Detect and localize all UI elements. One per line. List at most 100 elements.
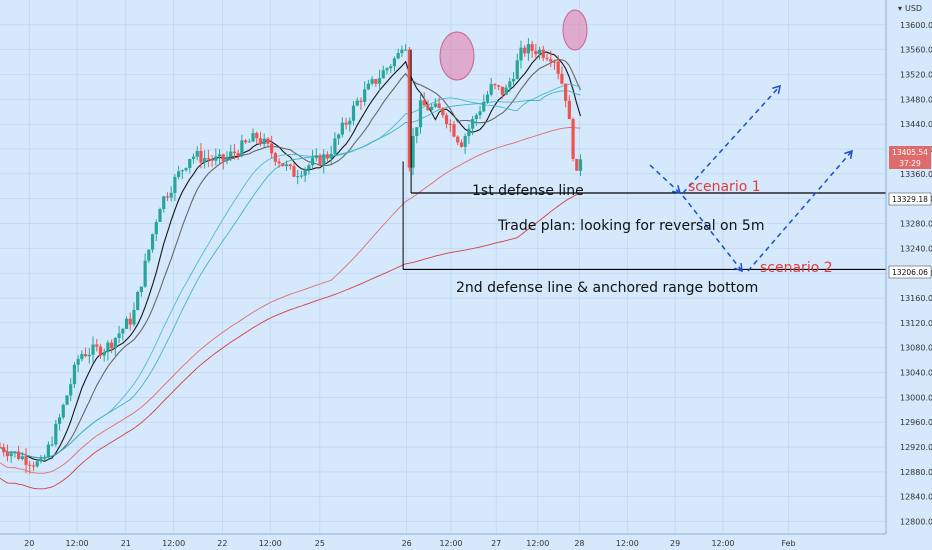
x-tick-label: 25 (315, 539, 325, 548)
candle-body (404, 49, 408, 51)
x-tick-label: 12:00 (616, 539, 639, 548)
candle-body (184, 168, 188, 171)
candle-body (493, 84, 497, 86)
candle-body (444, 115, 449, 125)
candle-body (277, 161, 281, 164)
candle-body (504, 87, 508, 95)
candle-body (17, 451, 21, 460)
candle-body (258, 138, 263, 144)
candle-body (80, 354, 84, 360)
candle-body (43, 457, 47, 459)
candle-body (500, 86, 504, 95)
candle-body (310, 157, 315, 166)
y-tick-label: 13160.00 (900, 294, 932, 303)
candle-body (571, 119, 575, 159)
candle-body (57, 417, 62, 424)
candle-body (76, 359, 80, 365)
candle-body (478, 111, 482, 116)
candle-body (39, 458, 43, 462)
annotation-scenario-2: scenario 2 (760, 260, 833, 276)
y-tick-label: 13040.00 (900, 369, 932, 378)
ma-line (0, 127, 581, 474)
candle-body (0, 447, 2, 449)
candle-body (392, 58, 397, 67)
candle-body (69, 384, 73, 396)
candle-body (61, 404, 65, 418)
candle-body (35, 461, 39, 467)
price-badge-text: 13206.06 (892, 268, 928, 277)
y-tick-label: 12880.00 (900, 468, 932, 477)
candle-body (303, 169, 307, 176)
candle-body (169, 192, 173, 198)
highlight-circle-1 (439, 31, 475, 81)
candle-body (411, 136, 415, 168)
candle-body (210, 159, 214, 161)
x-tick-label: 12:00 (439, 539, 462, 548)
y-tick-label: 12840.00 (900, 493, 932, 502)
candle-body (355, 100, 359, 106)
candle-body (28, 464, 32, 466)
y-tick-label: 13240.00 (900, 244, 932, 253)
candle-body (556, 61, 560, 74)
candle-body (5, 452, 10, 457)
candle-body (534, 50, 538, 55)
x-tick-label: 26 (402, 539, 412, 548)
candle-body (91, 344, 95, 355)
arrow-head-4 (844, 149, 853, 160)
x-tick-label: 12:00 (66, 539, 89, 548)
x-axis-panel[interactable] (0, 534, 932, 550)
candle-body (195, 151, 199, 157)
candle-body (240, 140, 244, 156)
candle-body (2, 447, 6, 453)
candle-body (46, 444, 50, 458)
candle-body (415, 127, 419, 137)
candle-body (511, 78, 516, 82)
arrow-down-2 (682, 195, 743, 272)
candle-body (482, 101, 486, 112)
candle-body (467, 128, 471, 137)
candle-body (87, 354, 91, 357)
candle-body (485, 94, 490, 102)
price-badges: 13405.54 37:29 13329.18 13206.06 (888, 146, 932, 279)
x-ticks: 20 12:00 21 12:00 22 12:00 25 26 12:00 27 12:00 28 1… (24, 539, 795, 548)
candle-body (474, 115, 478, 120)
candle-body (452, 124, 456, 137)
candle-body (441, 108, 445, 116)
x-tick-label: 12:00 (711, 539, 734, 548)
candle-body (110, 342, 114, 349)
candle-body (381, 70, 385, 79)
x-tick-label: 12:00 (162, 539, 185, 548)
ma-line (0, 51, 582, 462)
y-tick-label: 13520.00 (900, 71, 932, 80)
arrow-up-2 (747, 150, 853, 272)
y-tick-label: 13360.00 (900, 170, 932, 179)
candle-body (95, 344, 99, 347)
candle-body (459, 142, 464, 147)
candle-body (333, 138, 337, 154)
candle-body (426, 105, 430, 111)
candle-body (296, 176, 300, 178)
price-badge-text: 37:29 (899, 159, 921, 168)
ma-line (0, 192, 581, 490)
highlight-circle-2 (562, 9, 588, 51)
arrow-up-1 (682, 85, 781, 194)
candle-body (418, 100, 423, 128)
candle-body (20, 456, 24, 460)
candle-body (351, 105, 356, 121)
candle-body (251, 133, 255, 142)
candle-body (225, 156, 229, 162)
candle-body (158, 209, 162, 223)
candle-body (121, 328, 125, 334)
y-tick-label: 13080.00 (900, 344, 932, 353)
candle-body (578, 159, 583, 171)
candle-body (147, 249, 151, 261)
y-tick-label: 12920.00 (900, 443, 932, 452)
currency-arrow-icon[interactable]: ▾ (898, 4, 902, 13)
y-tick-label: 13000.00 (900, 393, 932, 402)
x-tick-label: 21 (121, 539, 131, 548)
arrow-down-1 (649, 164, 681, 194)
candle-body (243, 140, 248, 143)
price-badge (888, 265, 932, 279)
